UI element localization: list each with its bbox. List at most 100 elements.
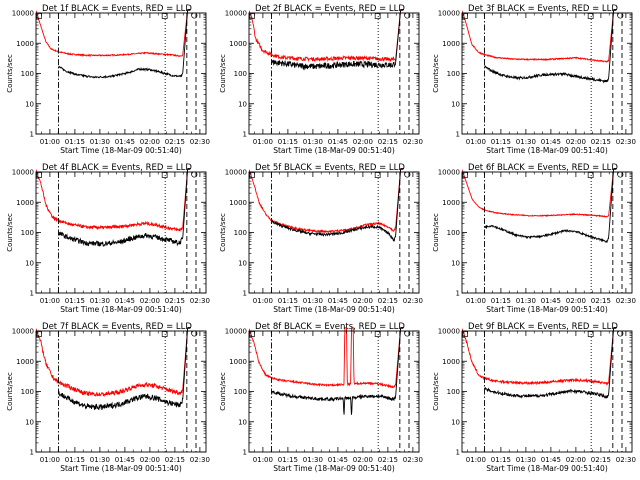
x-tick-label: 01:15 [278,138,298,146]
y-tick-label: 1000 [229,199,247,207]
y-tick-label: 10000 [12,10,34,18]
y-tick-label: 10 [238,418,247,426]
x-tick-label: 02:15 [165,297,185,305]
x-tick-label: 02:15 [378,456,398,464]
series-line-black [58,327,191,411]
x-tick-label: 02:15 [378,297,398,305]
square-marker [587,331,594,337]
x-tick-label: 02:15 [591,138,611,146]
x-axis-label: Start Time (18-Mar-09 00:51:40) [486,305,608,314]
x-tick-label: 01:45 [541,138,561,146]
square-marker [587,172,594,178]
x-tick-label: 01:00 [466,297,486,305]
x-tick-label: 02:15 [591,297,611,305]
y-tick-label: 1000 [16,199,34,207]
y-tick-label: 1 [243,131,247,139]
square-marker [374,331,381,337]
plot-frame [248,12,420,135]
y-tick-label: 10000 [12,169,34,177]
x-axis-label: Start Time (18-Mar-09 00:51:40) [60,464,182,473]
series-line-red [462,168,617,218]
plot-frame [461,12,633,135]
y-axis-label: Counts/sec [6,213,14,252]
x-tick-label: 01:30 [90,456,110,464]
square-marker [161,331,168,337]
x-tick-label: 02:00 [140,456,160,464]
series-line-red [36,9,191,58]
x-tick-label: 02:30 [616,297,636,305]
series-line-red [36,168,191,233]
x-axis-label: Start Time (18-Mar-09 00:51:40) [273,464,395,473]
series-line-red [462,9,617,63]
series-line-black [271,9,404,71]
x-tick-label: 02:30 [190,456,210,464]
x-tick-label: 01:45 [115,456,135,464]
series-line-black [58,168,191,247]
x-tick-label: 02:00 [353,456,373,464]
x-tick-label: 01:00 [40,297,60,305]
x-axis-label: Start Time (18-Mar-09 00:51:40) [486,146,608,155]
y-tick-label: 1000 [442,40,460,48]
y-tick-label: 100 [234,70,247,78]
panel-title: Det 4f BLACK = Events, RED = LLD [42,163,192,173]
y-tick-label: 10 [25,100,34,108]
x-axis-label: Start Time (18-Mar-09 00:51:40) [60,146,182,155]
x-tick-label: 01:30 [516,138,536,146]
x-tick-label: 01:00 [253,138,273,146]
square-marker [374,172,381,178]
x-tick-label: 02:00 [566,456,586,464]
series-line-red [36,327,191,398]
y-tick-label: 10000 [438,10,460,18]
x-tick-label: 02:30 [616,456,636,464]
y-tick-label: 10000 [12,328,34,336]
x-tick-label: 01:45 [328,138,348,146]
y-axis-label: Counts/sec [6,54,14,93]
x-tick-label: 01:00 [466,456,486,464]
x-tick-label: 01:15 [278,456,298,464]
x-tick-label: 01:30 [303,297,323,305]
x-tick-label: 01:30 [90,297,110,305]
y-tick-label: 1000 [442,199,460,207]
x-tick-label: 01:15 [65,297,85,305]
y-tick-label: 10 [451,100,460,108]
detector-panel-5: Det 5f BLACK = Events, RED = LLD 1 10 100 10… [219,163,423,314]
y-tick-label: 100 [21,229,34,237]
x-tick-label: 01:45 [115,297,135,305]
panel-title: Det 1f BLACK = Events, RED = LLD [42,4,192,14]
detector-panel-3: Det 3f BLACK = Events, RED = LLD 1 10 100 10… [432,4,636,155]
y-axis-label: Counts/sec [219,372,227,411]
y-axis-label: Counts/sec [432,213,440,252]
panel-title: Det 7f BLACK = Events, RED = LLD [42,322,192,332]
y-tick-label: 10000 [438,328,460,336]
x-tick-label: 02:00 [566,297,586,305]
y-tick-label: 1000 [229,40,247,48]
y-axis-label: Counts/sec [219,54,227,93]
detector-panel-6: Det 6f BLACK = Events, RED = LLD 1 10 100 10… [432,163,636,314]
y-tick-label: 1 [456,449,460,457]
series-line-red [249,168,404,234]
x-tick-label: 02:15 [378,138,398,146]
x-tick-label: 02:00 [140,297,160,305]
panel-title: Det 5f BLACK = Events, RED = LLD [255,163,405,173]
square-marker [374,13,381,19]
y-tick-label: 100 [234,388,247,396]
x-tick-label: 01:00 [40,138,60,146]
x-tick-label: 02:30 [616,138,636,146]
detector-panel-2: Det 2f BLACK = Events, RED = LLD 1 10 100 10… [219,4,423,155]
detector-panel-8: Det 8f BLACK = Events, RED = LLD 1 10 100 10… [219,322,423,473]
x-tick-label: 01:30 [516,297,536,305]
x-tick-label: 01:15 [65,138,85,146]
x-tick-label: 01:15 [491,456,511,464]
x-tick-label: 02:30 [190,297,210,305]
x-tick-label: 01:30 [90,138,110,146]
x-tick-label: 01:00 [40,456,60,464]
x-tick-label: 02:15 [165,138,185,146]
series-line-red [462,327,617,386]
series-line-black [484,9,617,84]
series-line-black [58,9,191,79]
x-tick-label: 01:45 [115,138,135,146]
x-tick-label: 02:30 [403,456,423,464]
x-tick-label: 02:30 [190,138,210,146]
y-tick-label: 1000 [16,358,34,366]
